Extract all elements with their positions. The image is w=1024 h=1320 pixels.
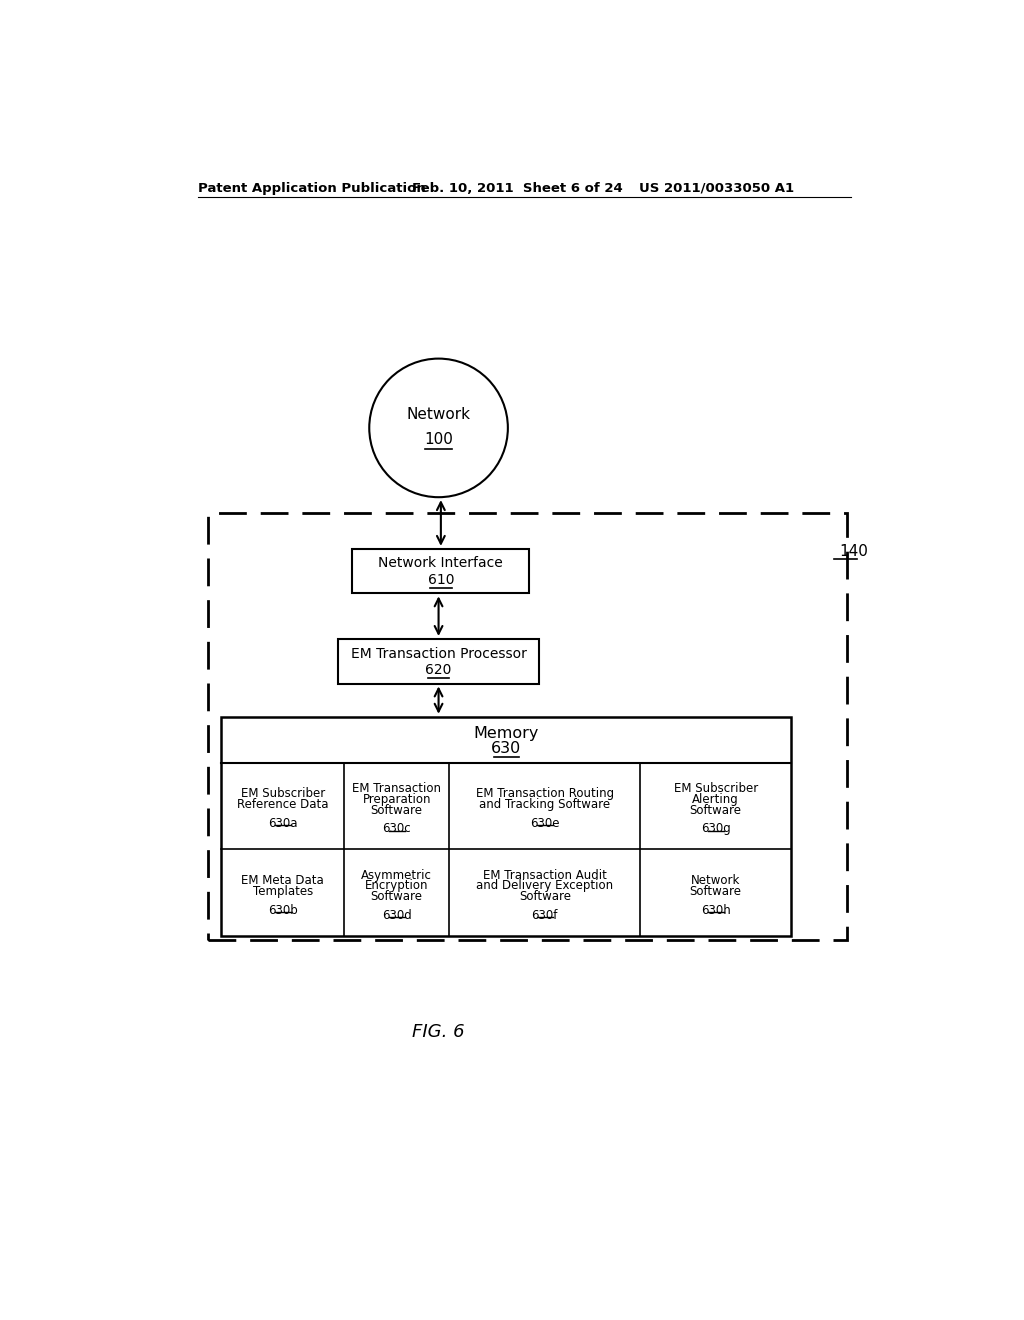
Text: Reference Data: Reference Data	[237, 799, 329, 810]
Text: and Tracking Software: and Tracking Software	[479, 799, 610, 810]
Text: 620: 620	[425, 664, 452, 677]
Bar	[339, 639, 539, 684]
Text: Feb. 10, 2011  Sheet 6 of 24: Feb. 10, 2011 Sheet 6 of 24	[412, 182, 623, 194]
Text: and Delivery Exception: and Delivery Exception	[476, 879, 613, 892]
Text: EM Transaction: EM Transaction	[352, 781, 441, 795]
Bar	[352, 549, 529, 594]
Text: Software: Software	[371, 890, 423, 903]
Bar	[208, 512, 847, 940]
Text: EM Transaction Audit: EM Transaction Audit	[483, 869, 606, 882]
Text: 630: 630	[492, 742, 521, 756]
Text: EM Subscriber: EM Subscriber	[674, 781, 758, 795]
Text: US 2011/0033050 A1: US 2011/0033050 A1	[639, 182, 794, 194]
Text: Encryption: Encryption	[365, 879, 428, 892]
Text: 140: 140	[839, 544, 867, 558]
Text: Network Interface: Network Interface	[379, 557, 503, 570]
Text: EM Meta Data: EM Meta Data	[242, 874, 324, 887]
Text: 100: 100	[424, 432, 453, 447]
Text: Software: Software	[371, 804, 423, 817]
Text: 610: 610	[428, 573, 454, 587]
Text: Software: Software	[519, 890, 570, 903]
Text: 630f: 630f	[531, 909, 558, 921]
Text: Patent Application Publication: Patent Application Publication	[199, 182, 426, 194]
Text: Network: Network	[691, 874, 740, 887]
Text: Alerting: Alerting	[692, 793, 739, 805]
Text: 630a: 630a	[268, 817, 297, 830]
Text: Templates: Templates	[253, 884, 312, 898]
Text: Network: Network	[407, 407, 471, 421]
Text: Asymmetric: Asymmetric	[361, 869, 432, 882]
Text: Software: Software	[690, 884, 741, 898]
Text: 630g: 630g	[700, 822, 730, 836]
Text: EM Transaction Routing: EM Transaction Routing	[476, 787, 613, 800]
Text: 630b: 630b	[268, 904, 298, 916]
Text: Memory: Memory	[474, 726, 539, 741]
Text: 630e: 630e	[530, 817, 559, 830]
Text: 630h: 630h	[700, 904, 730, 916]
Text: 630c: 630c	[382, 822, 411, 836]
Text: EM Transaction Processor: EM Transaction Processor	[350, 647, 526, 660]
Bar	[221, 717, 792, 936]
Text: EM Subscriber: EM Subscriber	[241, 787, 325, 800]
Text: Software: Software	[690, 804, 741, 817]
Text: 630d: 630d	[382, 909, 412, 921]
Text: FIG. 6: FIG. 6	[413, 1023, 465, 1041]
Text: Preparation: Preparation	[362, 793, 431, 805]
